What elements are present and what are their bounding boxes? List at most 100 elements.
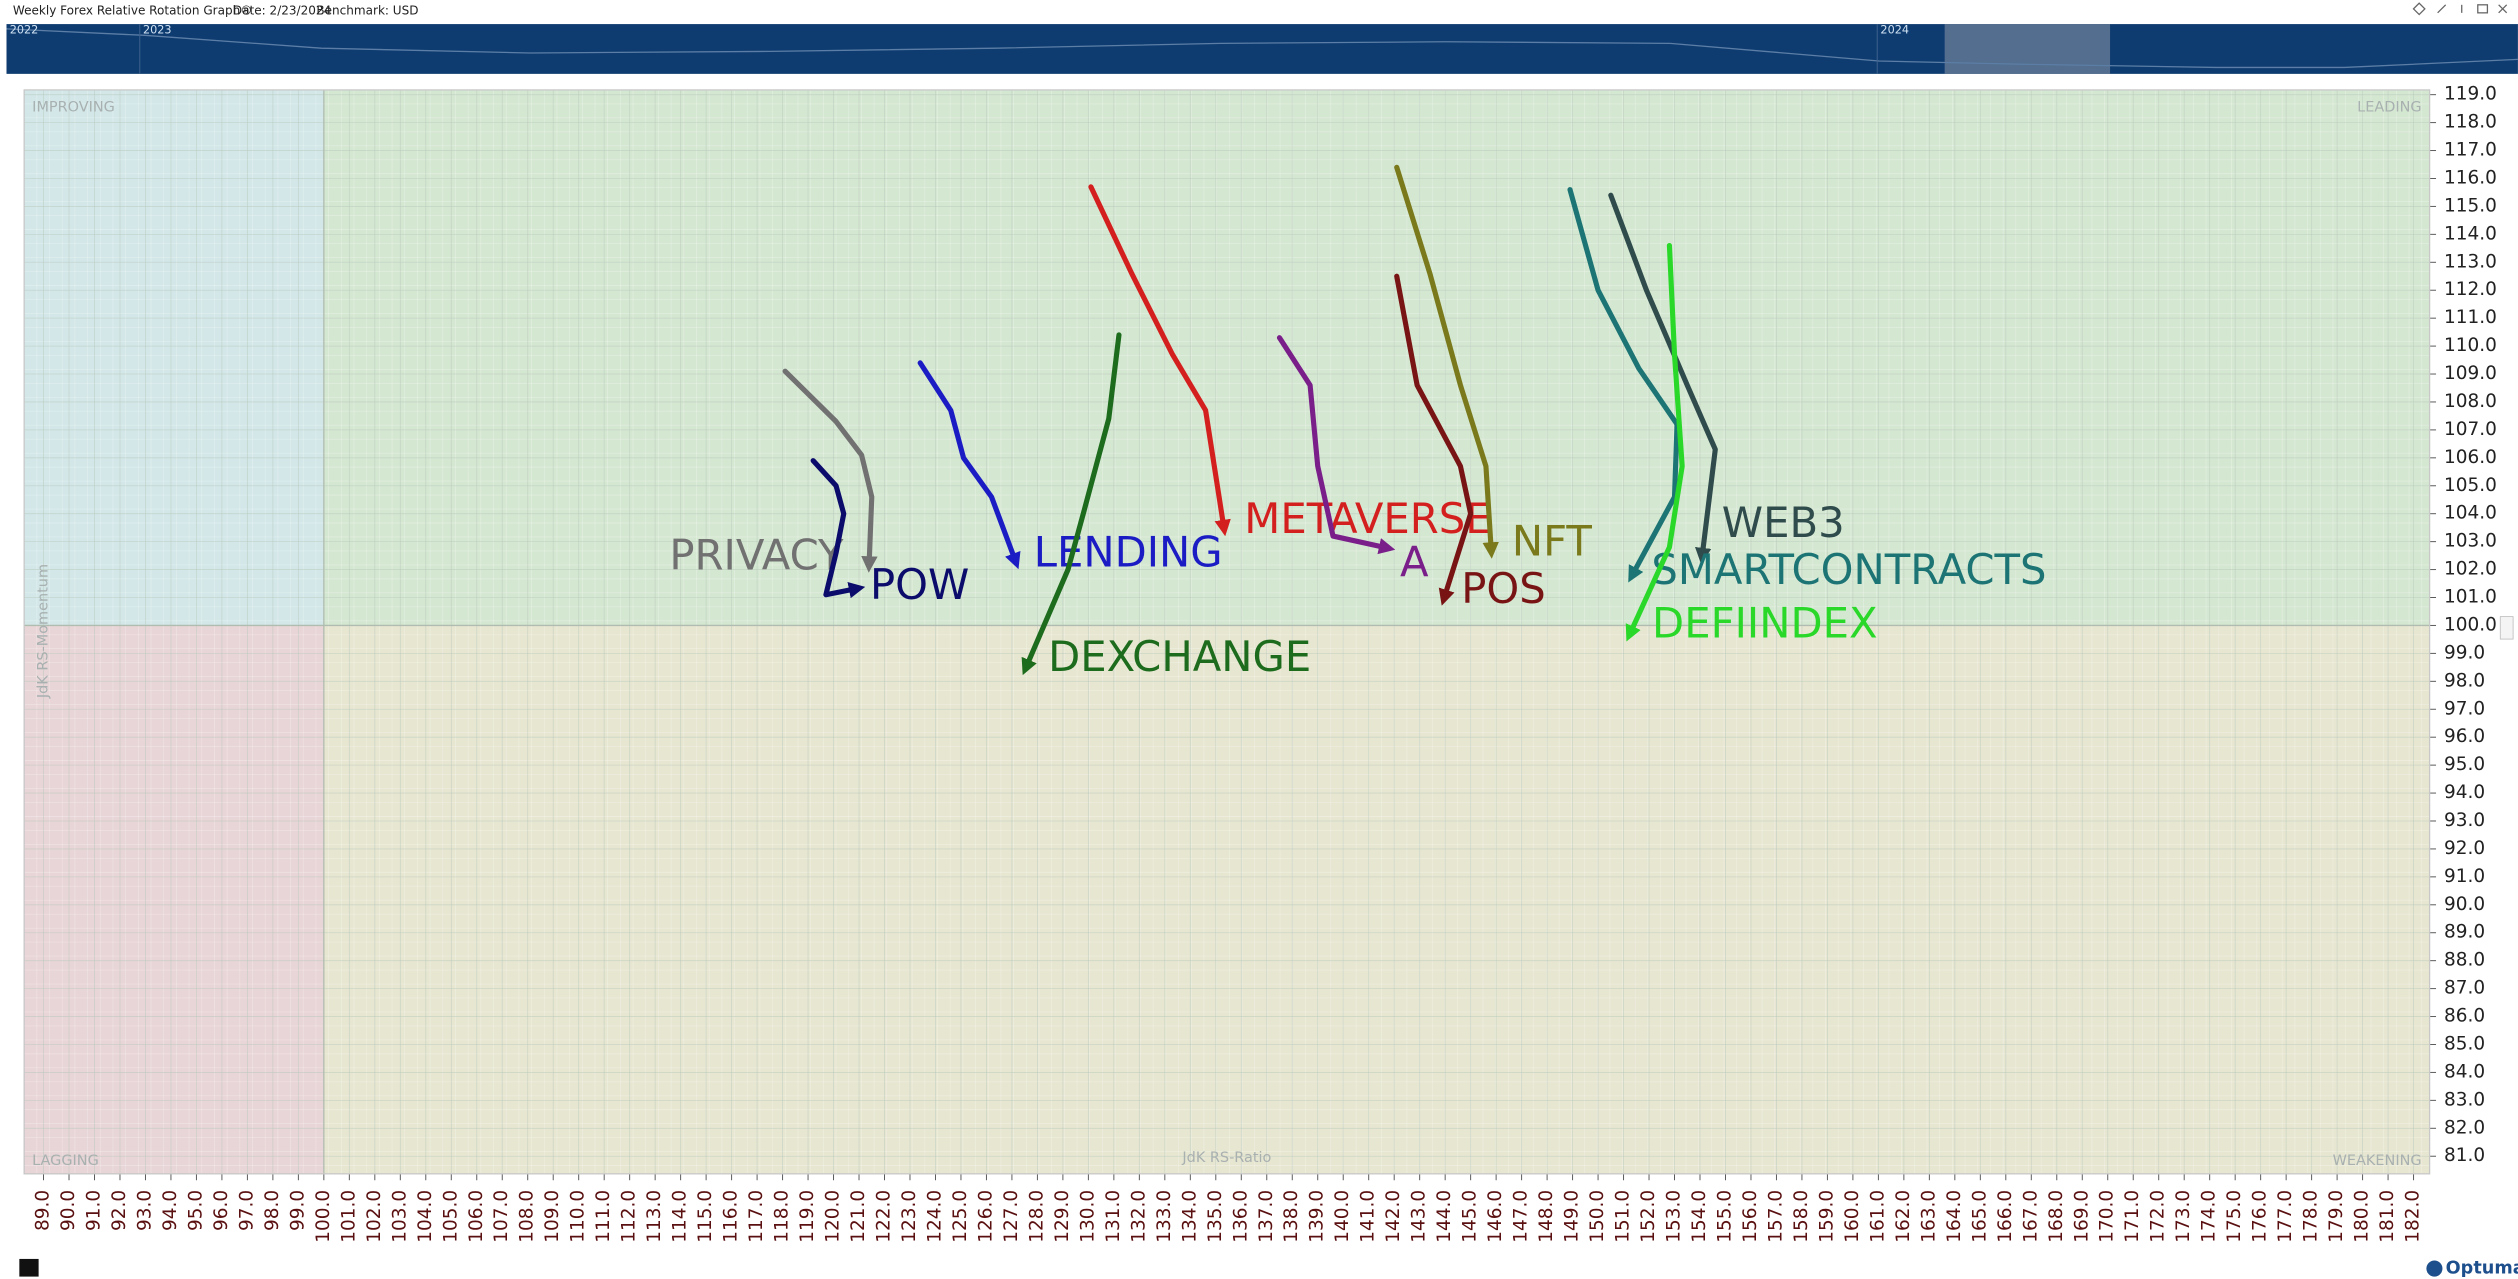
x-tick-label: 107.0 bbox=[491, 1190, 512, 1243]
x-tick-label: 106.0 bbox=[466, 1190, 487, 1243]
x-tick-label: 113.0 bbox=[644, 1190, 665, 1243]
quadrant-label: WEAKENING bbox=[2333, 1153, 2422, 1169]
x-tick-label: 137.0 bbox=[1256, 1190, 1277, 1243]
x-tick-label: 105.0 bbox=[440, 1190, 461, 1243]
y-tick-label: 117.0 bbox=[2444, 140, 2497, 161]
x-tick-label: 98.0 bbox=[262, 1190, 283, 1231]
x-tick-label: 158.0 bbox=[1791, 1190, 1812, 1243]
x-tick-label: 175.0 bbox=[2224, 1190, 2245, 1243]
x-tick-label: 91.0 bbox=[83, 1190, 104, 1231]
x-tick-label: 142.0 bbox=[1383, 1190, 1404, 1243]
x-tick-label: 152.0 bbox=[1638, 1190, 1659, 1243]
rotation-tail bbox=[782, 368, 878, 573]
series-label: DEFIINDEX bbox=[1652, 599, 1878, 648]
y-tick-label: 108.0 bbox=[2444, 391, 2497, 412]
y-tick-label: 81.0 bbox=[2444, 1145, 2485, 1166]
rotation-tail bbox=[1394, 273, 1474, 606]
x-tick-label: 178.0 bbox=[2301, 1190, 2322, 1243]
x-tick-label: 155.0 bbox=[1714, 1190, 1735, 1243]
x-tick-label: 128.0 bbox=[1026, 1190, 1047, 1243]
x-tick-label: 109.0 bbox=[542, 1190, 563, 1243]
quadrant-label: IMPROVING bbox=[32, 100, 115, 116]
x-tick-label: 140.0 bbox=[1332, 1190, 1353, 1243]
y-axis-title: JdK RS-Momentum bbox=[35, 564, 51, 699]
x-tick-label: 163.0 bbox=[1918, 1190, 1939, 1243]
x-tick-label: 104.0 bbox=[415, 1190, 436, 1243]
x-tick-label: 95.0 bbox=[185, 1190, 206, 1231]
y-tick-label: 86.0 bbox=[2444, 1006, 2485, 1027]
x-tick-label: 148.0 bbox=[1536, 1190, 1557, 1243]
plot-border bbox=[23, 89, 2431, 1175]
x-tick-label: 144.0 bbox=[1434, 1190, 1455, 1243]
window-controls bbox=[2412, 2, 2508, 16]
x-tick-label: 127.0 bbox=[1001, 1190, 1022, 1243]
x-tick-label: 122.0 bbox=[874, 1190, 895, 1243]
x-tick-label: 92.0 bbox=[109, 1190, 130, 1231]
y-tick-label: 114.0 bbox=[2444, 223, 2497, 244]
x-tick-label: 143.0 bbox=[1409, 1190, 1430, 1243]
x-tick-label: 133.0 bbox=[1154, 1190, 1175, 1243]
control-icon[interactable] bbox=[2412, 2, 2426, 16]
benchmark: Benchmark: USD bbox=[316, 4, 418, 18]
timeline-year: 2024 bbox=[1880, 24, 1909, 37]
close-icon[interactable] bbox=[2498, 4, 2508, 14]
x-tick-label: 146.0 bbox=[1485, 1190, 1506, 1243]
x-tick-label: 90.0 bbox=[58, 1190, 79, 1231]
quadrant-label: LAGGING bbox=[32, 1153, 99, 1169]
restore-icon[interactable] bbox=[2477, 4, 2489, 14]
x-tick-label: 177.0 bbox=[2275, 1190, 2296, 1243]
x-tick-label: 179.0 bbox=[2326, 1190, 2347, 1243]
x-tick-label: 115.0 bbox=[695, 1190, 716, 1243]
series-label: A bbox=[1400, 537, 1429, 586]
window-title: Weekly Forex Relative Rotation Graph® bbox=[13, 4, 252, 18]
rotation-tail bbox=[810, 458, 866, 599]
x-tick-label: 150.0 bbox=[1587, 1190, 1608, 1243]
quadrant-leading bbox=[323, 89, 2430, 626]
rotation-tail bbox=[917, 360, 1021, 570]
x-tick-label: 173.0 bbox=[2173, 1190, 2194, 1243]
x-tick-label: 145.0 bbox=[1460, 1190, 1481, 1243]
series-label: NFT bbox=[1512, 517, 1593, 566]
logo-icon bbox=[2426, 1260, 2443, 1277]
x-tick-label: 168.0 bbox=[2046, 1190, 2067, 1243]
y-tick-label: 89.0 bbox=[2444, 922, 2485, 943]
series-label: SMARTCONTRACTS bbox=[1651, 545, 2046, 594]
x-tick-label: 116.0 bbox=[721, 1190, 742, 1243]
x-tick-label: 139.0 bbox=[1307, 1190, 1328, 1243]
x-axis-title: JdK RS-Ratio bbox=[1181, 1150, 1271, 1166]
series-label: PRIVACY bbox=[669, 530, 844, 579]
rotation-tail bbox=[1021, 332, 1122, 676]
rotation-tail bbox=[1625, 242, 1685, 642]
timeline-line bbox=[6, 28, 2518, 69]
y-tick-label: 104.0 bbox=[2444, 503, 2497, 524]
x-tick-label: 181.0 bbox=[2377, 1190, 2398, 1243]
side-tab[interactable] bbox=[2499, 616, 2514, 640]
x-tick-label: 111.0 bbox=[593, 1190, 614, 1243]
series-label: POW bbox=[870, 560, 969, 609]
x-tick-label: 159.0 bbox=[1816, 1190, 1837, 1243]
series-label: METAVERSE bbox=[1244, 494, 1491, 543]
y-tick-label: 85.0 bbox=[2444, 1033, 2485, 1054]
rotation-tail bbox=[1567, 187, 1680, 583]
pin-icon[interactable] bbox=[2437, 4, 2447, 14]
x-tick-label: 160.0 bbox=[1842, 1190, 1863, 1243]
y-tick-label: 109.0 bbox=[2444, 363, 2497, 384]
y-tick-label: 103.0 bbox=[2444, 531, 2497, 552]
y-tick-label: 99.0 bbox=[2444, 642, 2485, 663]
rotation-tail bbox=[1394, 164, 1499, 559]
x-tick-label: 167.0 bbox=[2020, 1190, 2041, 1243]
x-tick-label: 96.0 bbox=[211, 1190, 232, 1231]
series-label: WEB3 bbox=[1722, 498, 1845, 547]
x-tick-label: 174.0 bbox=[2199, 1190, 2220, 1243]
x-tick-label: 149.0 bbox=[1562, 1190, 1583, 1243]
y-tick-label: 95.0 bbox=[2444, 754, 2485, 775]
rotation-tail bbox=[1088, 184, 1231, 537]
x-tick-label: 166.0 bbox=[1995, 1190, 2016, 1243]
x-tick-label: 176.0 bbox=[2250, 1190, 2271, 1243]
x-tick-label: 180.0 bbox=[2352, 1190, 2373, 1243]
timeline-year: 2023 bbox=[143, 24, 172, 37]
timeline-window[interactable] bbox=[1944, 24, 2111, 74]
status-icon[interactable] bbox=[19, 1258, 39, 1277]
x-tick-label: 131.0 bbox=[1103, 1190, 1124, 1243]
